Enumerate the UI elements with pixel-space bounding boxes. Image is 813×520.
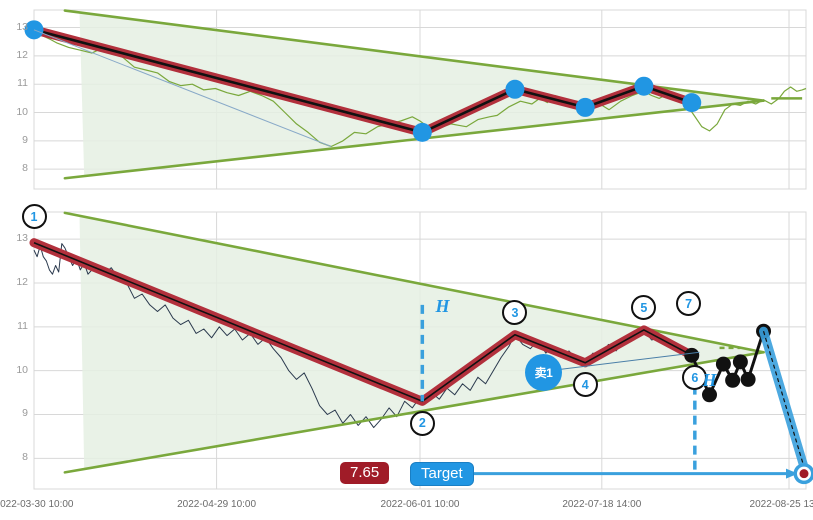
y-axis-label-bottom: 10 (16, 363, 28, 376)
projection-node-6 (740, 371, 756, 387)
x-axis-label: 2022-07-18 14:00 (562, 499, 642, 510)
target-projection-core (762, 331, 807, 474)
wave-label-1: 1 (21, 204, 47, 230)
wave-label-6: 6 (682, 365, 708, 390)
h-marker-2: H (702, 369, 717, 390)
price-line (33, 29, 807, 148)
x-axis-label: 2022-08-25 13:00 (749, 499, 813, 510)
wave-label-5: 5 (631, 295, 657, 321)
wave-label-4: 4 (572, 372, 598, 398)
plot-frame (33, 9, 807, 190)
projection-node-5 (732, 354, 748, 370)
y-axis-label-bottom: 9 (22, 407, 28, 420)
y-axis-label-bottom: 8 (22, 451, 28, 464)
pivot-dot-5 (634, 76, 654, 96)
projection-node-4 (725, 372, 741, 388)
triangle-shaded-region (79, 12, 764, 177)
wave-label-3: 3 (502, 300, 528, 326)
plot-frame (33, 211, 807, 490)
projection-node-2 (702, 387, 717, 403)
h-marker-1: H (435, 296, 450, 317)
y-axis-label-bottom: 12 (16, 276, 28, 288)
projection-node-3 (715, 356, 731, 372)
y-axis-label-bottom: 13 (16, 232, 28, 245)
projection-node-1 (684, 347, 700, 363)
y-axis-label-bottom: 11 (17, 319, 28, 332)
sell-signal-badge[interactable]: 卖1 (525, 354, 563, 392)
target-bullseye-inner (799, 469, 809, 479)
wave-overlay-core (33, 241, 693, 403)
y-axis-label-top: 11 (17, 77, 28, 90)
bottom-chart-panel (0, 200, 813, 520)
wave-label-2: 2 (409, 410, 435, 436)
pivot-dot-4 (575, 97, 595, 117)
pivot-dot-6 (682, 93, 702, 113)
trendline-lower (63, 99, 765, 180)
pivot-dot-2 (412, 122, 432, 142)
target-arrowhead (786, 468, 798, 479)
y-axis-label-top: 9 (22, 133, 28, 146)
price-badge: 7.65 (340, 462, 390, 484)
target-badge[interactable]: Target (410, 462, 474, 486)
trendline-lower (63, 350, 765, 474)
x-axis-label: 2022-03-30 10:00 (0, 499, 74, 510)
helper-descending-line (33, 29, 332, 147)
bottom-chart-plot (29, 211, 813, 490)
pivot-dot-3 (505, 79, 525, 99)
top-chart-panel (0, 0, 813, 198)
y-axis-label-top: 10 (16, 105, 28, 118)
wave-label-7: 7 (676, 291, 702, 317)
x-axis-label: 2022-04-29 10:00 (177, 499, 257, 510)
y-axis-label-top: 12 (16, 48, 28, 61)
top-chart-plot (24, 9, 807, 190)
x-axis-label: 2022-06-01 10:00 (380, 499, 460, 510)
y-axis-label-top: 8 (22, 162, 28, 175)
y-axis-label-top: 13 (16, 20, 28, 33)
